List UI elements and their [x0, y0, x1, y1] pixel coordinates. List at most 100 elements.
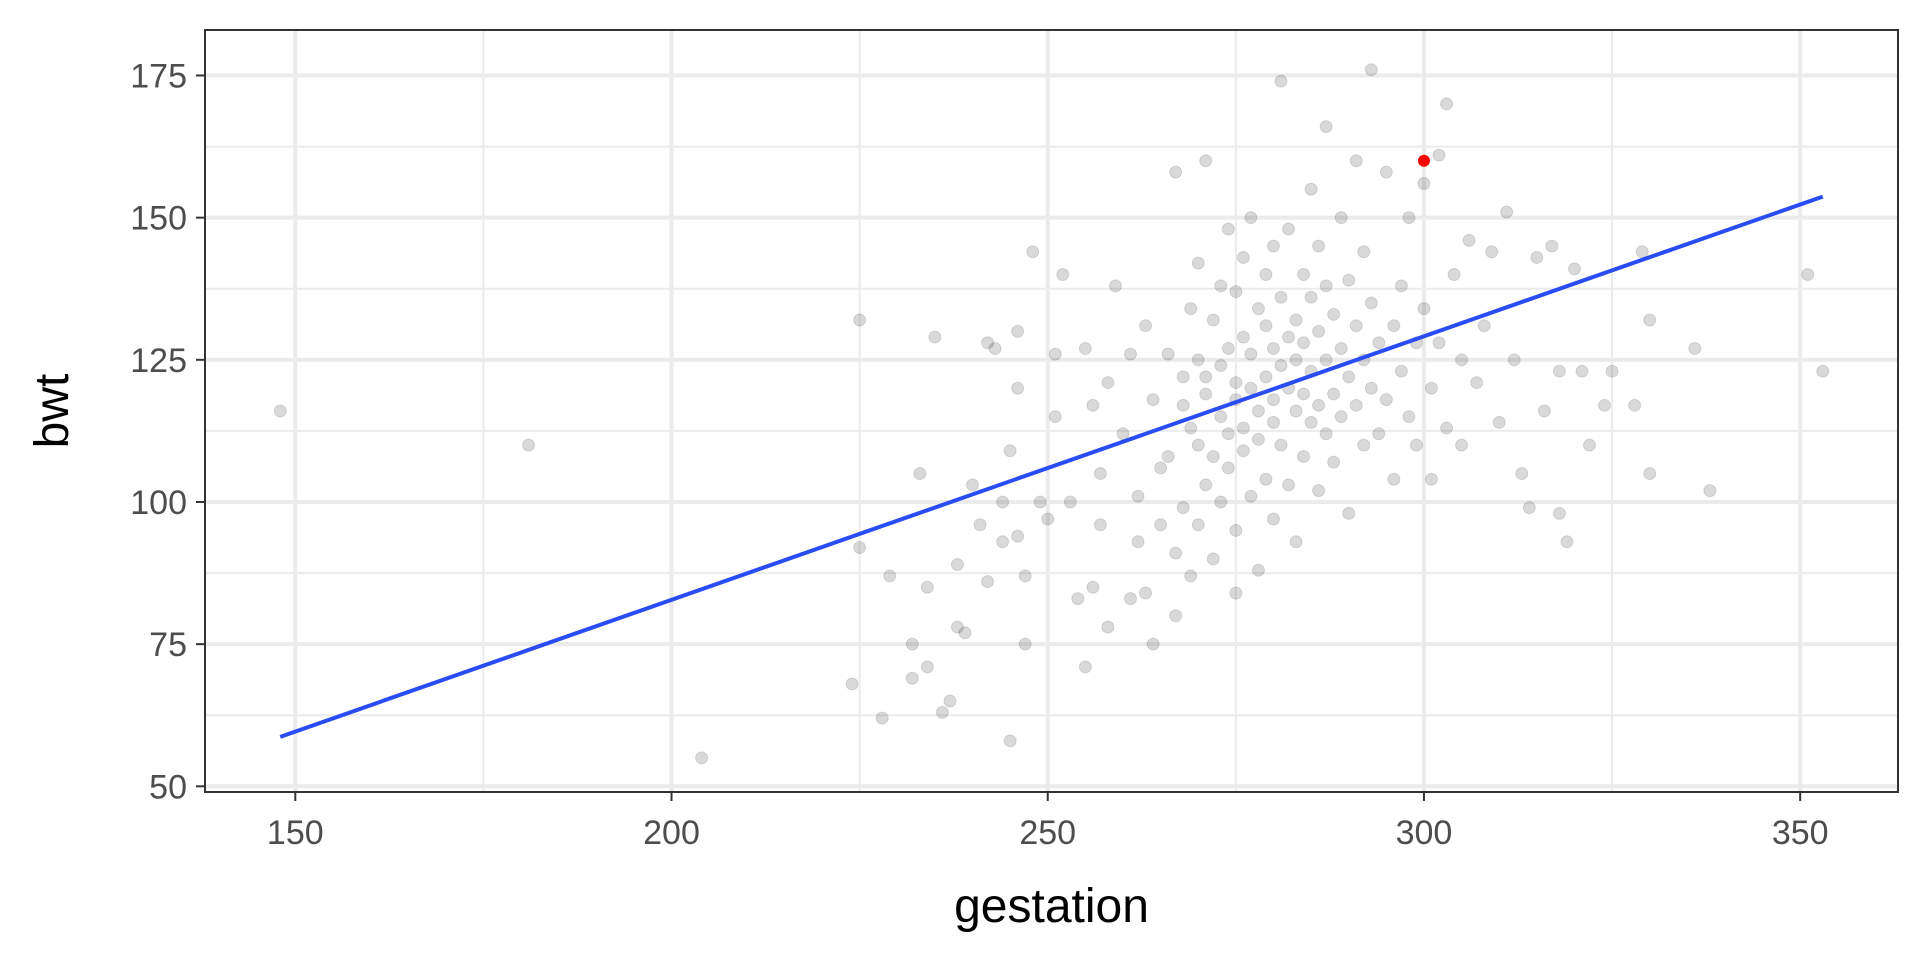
data-point [1357, 245, 1371, 259]
data-point [1816, 364, 1830, 378]
data-point [1003, 734, 1017, 748]
data-point [1184, 569, 1198, 583]
data-point [1274, 438, 1288, 452]
highlight-point [1417, 154, 1430, 167]
data-point [1251, 404, 1265, 418]
data-point [1154, 461, 1168, 475]
data-point [1349, 319, 1363, 333]
data-point [853, 540, 867, 554]
data-point [950, 620, 964, 634]
data-point [1191, 353, 1205, 367]
data-point [905, 671, 919, 685]
data-point [1229, 586, 1243, 600]
y-tick-label: 75 [149, 626, 187, 664]
data-point [1455, 438, 1469, 452]
data-point [1244, 381, 1258, 395]
data-point [1251, 302, 1265, 316]
data-point [1236, 444, 1250, 458]
data-point [1078, 341, 1092, 355]
data-point [1146, 393, 1160, 407]
y-axis-title: bwt [26, 374, 79, 449]
data-point [1424, 472, 1438, 486]
data-point [1304, 182, 1318, 196]
data-point [920, 660, 934, 674]
data-point [1259, 370, 1273, 384]
data-point [920, 580, 934, 594]
data-point [1402, 211, 1416, 225]
x-tick-label: 250 [1019, 814, 1076, 852]
data-point [1402, 410, 1416, 424]
data-point [1199, 370, 1213, 384]
data-point [883, 569, 897, 583]
data-point [996, 535, 1010, 549]
data-point [1560, 535, 1574, 549]
data-point [1319, 279, 1333, 293]
x-tick-label: 150 [267, 814, 324, 852]
data-point [1026, 245, 1040, 259]
y-tick-label: 125 [130, 342, 187, 380]
data-point [1274, 74, 1288, 88]
data-point [1379, 393, 1393, 407]
data-point [1440, 97, 1454, 111]
data-point [1500, 205, 1514, 219]
data-point [1605, 364, 1619, 378]
x-tick-label: 300 [1396, 814, 1453, 852]
x-tick-label: 200 [643, 814, 700, 852]
data-point [1101, 376, 1115, 390]
data-point [1364, 63, 1378, 77]
data-point [1206, 449, 1220, 463]
data-point [1259, 319, 1273, 333]
data-point [1086, 398, 1100, 412]
data-point [1567, 262, 1581, 276]
data-point [1364, 381, 1378, 395]
data-point [1530, 250, 1544, 264]
data-point [1244, 211, 1258, 225]
data-point [1312, 484, 1326, 498]
data-point [1417, 177, 1431, 191]
data-point [1334, 410, 1348, 424]
data-point [1011, 529, 1025, 543]
data-point [1108, 279, 1122, 293]
data-point [1124, 347, 1138, 361]
data-point [522, 438, 536, 452]
data-point [1334, 341, 1348, 355]
data-point [1349, 398, 1363, 412]
data-point [1266, 415, 1280, 429]
data-point [695, 751, 709, 765]
data-point [1598, 398, 1612, 412]
data-point [1116, 427, 1130, 441]
data-point [1628, 398, 1642, 412]
data-point [1297, 387, 1311, 401]
data-point [1297, 336, 1311, 350]
data-point [1582, 438, 1596, 452]
data-point [1432, 148, 1446, 162]
data-point [1357, 438, 1371, 452]
data-point [1364, 296, 1378, 310]
data-point [1266, 512, 1280, 526]
data-point [1394, 279, 1408, 293]
data-point [943, 694, 957, 708]
data-point [1093, 518, 1107, 532]
data-point [1266, 393, 1280, 407]
data-point [1289, 353, 1303, 367]
data-point [1124, 592, 1138, 606]
data-point [1312, 239, 1326, 253]
data-point [1176, 370, 1190, 384]
data-point [1176, 501, 1190, 515]
data-point [1552, 506, 1566, 520]
fit-line-group [279, 194, 1824, 739]
x-tick-label: 350 [1772, 814, 1829, 852]
data-point [1801, 268, 1815, 282]
data-point [1184, 302, 1198, 316]
data-point [1342, 370, 1356, 384]
y-tick-label: 175 [130, 57, 187, 95]
data-point [1319, 353, 1333, 367]
data-point [1048, 347, 1062, 361]
data-point [1139, 586, 1153, 600]
data-point [1221, 461, 1235, 475]
data-point [1304, 290, 1318, 304]
data-point [1522, 501, 1536, 515]
data-point [1139, 319, 1153, 333]
data-point [1244, 347, 1258, 361]
data-point [1372, 427, 1386, 441]
